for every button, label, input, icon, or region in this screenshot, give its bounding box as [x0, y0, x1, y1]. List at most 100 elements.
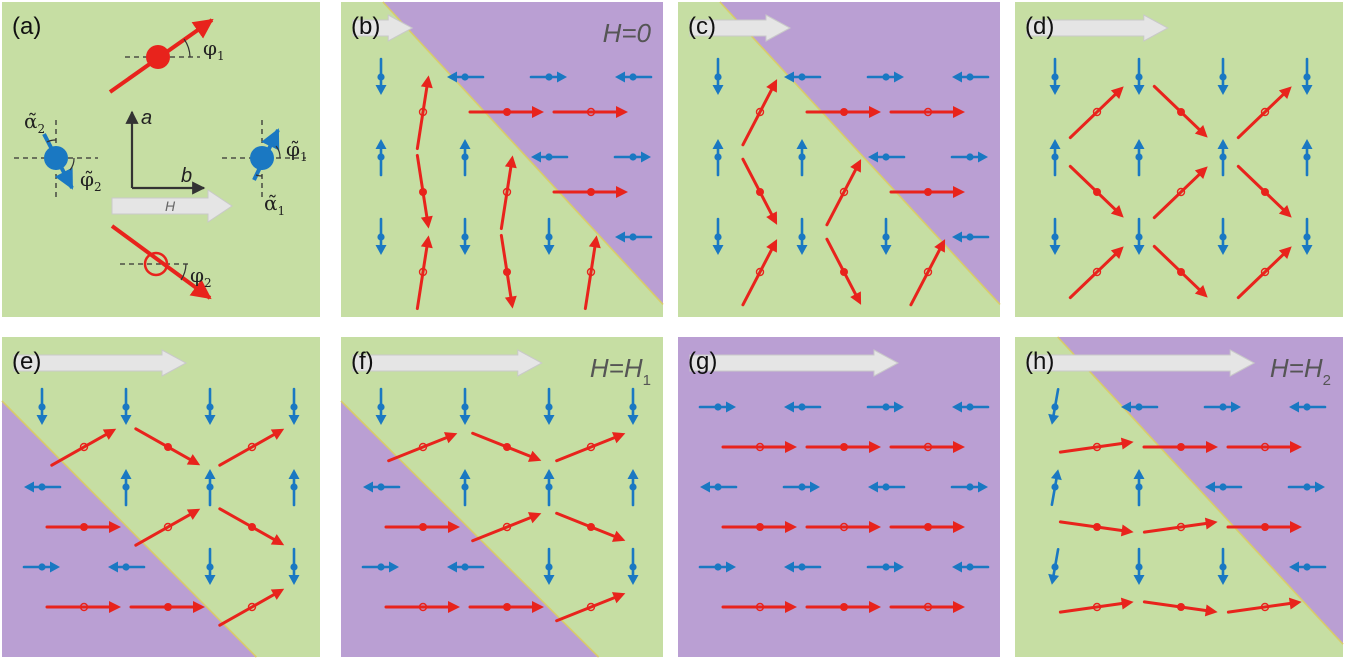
red-spin-r0c0: [741, 79, 778, 147]
blue-spin-r0c1: [447, 71, 485, 83]
red-spin-r1c1: [499, 155, 517, 231]
phi2-label: φ2: [190, 263, 212, 290]
blue-spin-r1c3: [627, 469, 639, 507]
blue-spin-r1c2: [543, 469, 555, 507]
blue-spin-r2c1: [1133, 217, 1145, 255]
red-spin-r0c2: [1236, 86, 1292, 140]
red-spin-r0c1: [134, 427, 201, 466]
red-spin-r0c0: [1058, 437, 1134, 454]
blue-spin-r2c3: [952, 561, 990, 573]
blue-spin-r1c0: [700, 481, 738, 493]
axes-ab: [125, 110, 206, 195]
red-spin-r2c1: [468, 601, 544, 613]
panel-b-field-label: H=0: [603, 18, 652, 48]
red-spin-r1c0: [45, 521, 121, 533]
red-spin-r2c0: [1068, 246, 1124, 300]
red-spin-r2c2: [1226, 597, 1302, 614]
red-spin-r2c0: [384, 601, 460, 613]
red-spin-r0c1: [468, 106, 544, 118]
blue-spin-r0c0: [1048, 387, 1060, 425]
red-spin-r0c1: [1142, 441, 1218, 453]
field-arrow: [689, 14, 792, 42]
blue-spin-r0c0: [375, 57, 387, 95]
blue-spin-r0c2: [529, 71, 567, 83]
blue-spin-r2c2: [880, 217, 892, 255]
red-spin-r0c1: [805, 106, 881, 118]
blue-spin-r1c0: [1049, 139, 1061, 177]
blue-spin-r1c2: [1217, 139, 1229, 177]
blue-spin-r2c1: [108, 561, 146, 573]
blue-spin-r0c2: [866, 401, 904, 413]
red-spin-r1c1: [805, 521, 881, 533]
blue-spin-r0c1: [1133, 57, 1145, 95]
blue-spin-r1c0: [712, 139, 724, 177]
red-spin-r1c2: [889, 186, 965, 198]
red-spin-r1c0: [721, 521, 797, 533]
blue-spin-r1c3: [950, 151, 988, 163]
red-spin-r2c2: [583, 235, 601, 311]
axis-b-label: b: [181, 165, 192, 187]
blue-spin-r2c3: [1301, 217, 1313, 255]
blue-spin-r0c0: [1049, 57, 1061, 95]
red-spin-r1c0: [415, 153, 433, 229]
blue-spin-r0c3: [952, 401, 990, 413]
blue-spin-r1c3: [288, 469, 300, 507]
red-spin-r2c0: [1058, 597, 1134, 614]
blue-spin-r1c3: [950, 481, 988, 493]
domain-wall: [719, 1, 1001, 305]
red-spin-r2c1: [129, 601, 205, 613]
panel-e-label: (e): [12, 348, 41, 375]
domain-wall: [340, 400, 600, 658]
blue-spin-r1c1: [459, 139, 471, 177]
blue-spin-r1c1: [1133, 139, 1145, 177]
red-spin-r2c1: [1142, 600, 1218, 617]
field-arrow: [352, 14, 414, 42]
red-spin-r0c1: [1152, 84, 1208, 138]
red-spin-r2c2: [555, 592, 626, 623]
blue-spin-r1c2: [531, 151, 569, 163]
panel-d: (d): [1015, 2, 1343, 317]
blue-spin-r0c3: [1301, 57, 1313, 95]
blue-spin-r2c2: [543, 547, 555, 585]
blue-spin-r0c3: [615, 71, 653, 83]
panel-g-label: (g): [688, 348, 717, 375]
blue-spin-r1c1: [796, 139, 808, 177]
blue-spin-r2c1: [784, 561, 822, 573]
red-spin-r0c0: [50, 428, 117, 467]
blue-spin-r2c2: [866, 561, 904, 573]
panel-c-label: (c): [688, 13, 716, 40]
blue-spin-r0c0: [698, 401, 736, 413]
spin-blue-right: [222, 120, 306, 198]
red-spin-r2c2: [889, 601, 965, 613]
red-spin-r0c0: [415, 75, 433, 151]
blue-spin-r0c2: [1203, 401, 1241, 413]
blue-spin-r0c2: [1217, 57, 1229, 95]
red-spin-r2c2: [909, 239, 946, 307]
blue-spin-r1c3: [1301, 139, 1313, 177]
blue-spin-r2c1: [447, 561, 485, 573]
red-spin-r1c0: [1058, 520, 1134, 537]
panel-a-definitions: (a) φ1 φ2 a b H: [2, 2, 320, 317]
blue-spin-r1c0: [1050, 469, 1062, 507]
alpha1-label: α̃1: [264, 191, 285, 218]
blue-spin-r0c2: [866, 71, 904, 83]
domain-wall: [1057, 336, 1344, 645]
domain-background: [678, 337, 1000, 657]
blue-spin-r0c2: [543, 387, 555, 425]
blue-spin-r0c0: [36, 387, 48, 425]
blue-spin-r2c0: [1048, 547, 1060, 585]
blue-spin-r1c2: [868, 151, 906, 163]
spin-red-filled-phi1: [108, 18, 214, 94]
blue-spin-r1c2: [868, 481, 906, 493]
blue-spin-r2c2: [1217, 547, 1229, 585]
red-spin-r2c0: [741, 239, 778, 307]
blue-spin-r2c0: [22, 561, 60, 573]
blue-spin-r2c0: [361, 561, 399, 573]
blue-spin-r2c3: [288, 547, 300, 585]
blue-spin-r1c3: [1287, 481, 1325, 493]
panel-h-field-label: H=H2: [1270, 353, 1331, 389]
spin-blue-left: [14, 120, 98, 198]
blue-spin-r2c2: [204, 547, 216, 585]
red-spin-r1c1: [1152, 166, 1208, 220]
